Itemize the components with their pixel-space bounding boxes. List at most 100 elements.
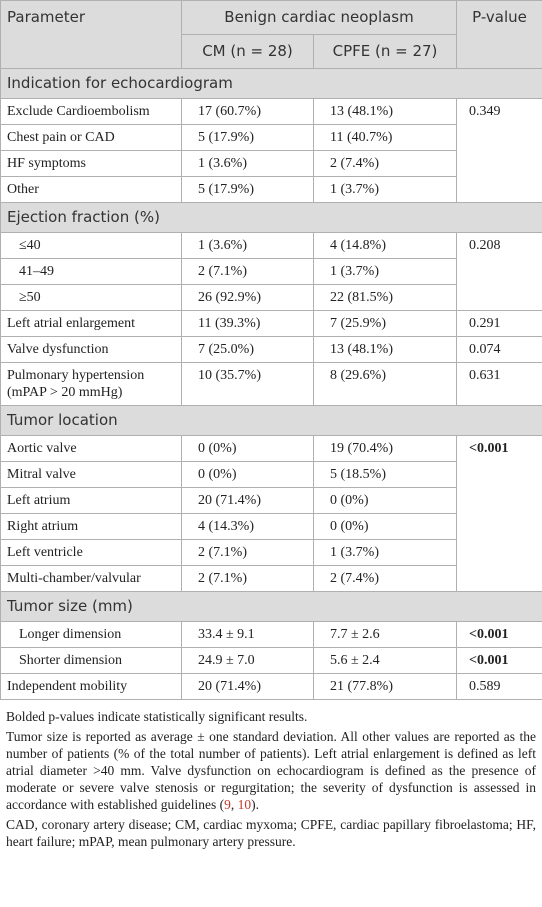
parameter-cell: Exclude Cardioembolism (0, 98, 182, 125)
section-title: Indication for echocardiogram (0, 68, 542, 99)
parameter-cell: Aortic valve (0, 435, 182, 462)
value-cell: 13 (48.1%) (312, 336, 458, 363)
value-cell: 11 (39.3%) (181, 310, 314, 337)
value-cell: 2 (7.1%) (181, 258, 314, 285)
value-cell: 22 (81.5%) (312, 284, 458, 311)
data-row: ≥50 26 (92.9%) 22 (81.5%) (0, 284, 542, 311)
value-cell: 2 (7.4%) (312, 565, 458, 592)
table-body: Indication for echocardiogram Exclude Car… (0, 68, 542, 700)
parameter-cell: Chest pain or CAD (0, 124, 182, 151)
value-cell: 0 (0%) (312, 513, 458, 540)
value-cell: 19 (70.4%) (312, 435, 458, 462)
value-cell: 1 (3.7%) (312, 176, 458, 203)
data-row: ≤40 1 (3.6%) 4 (14.8%) 0.208 (0, 232, 542, 311)
value-cell: 2 (7.1%) (181, 565, 314, 592)
parameter-cell: HF symptoms (0, 150, 182, 177)
parameter-cell: Multi-chamber/valvular (0, 565, 182, 592)
data-table: Parameter Benign cardiac neoplasm P-value C… (0, 0, 542, 700)
value-cell: 0 (0%) (312, 487, 458, 514)
value-cell: 24.9 ± 7.0 (181, 647, 314, 674)
value-cell: 0 (0%) (181, 461, 314, 488)
data-row: Chest pain or CAD 5 (17.9%) 11 (40.7%) (0, 124, 542, 151)
value-cell: 20 (71.4%) (181, 673, 314, 700)
header-cell: Parameter (0, 0, 182, 69)
value-cell: 5 (18.5%) (312, 461, 458, 488)
value-cell: 5 (17.9%) (181, 176, 314, 203)
data-row: 41–49 2 (7.1%) 1 (3.7%) (0, 258, 542, 285)
data-row: Left ventricle 2 (7.1%) 1 (3.7%) (0, 539, 542, 566)
section-row: Ejection fraction (%) (0, 202, 542, 233)
data-row: Exclude Cardioembolism 17 (60.7%) 13 (48.1… (0, 98, 542, 203)
footnote-text: ). (251, 797, 260, 812)
data-row: Pulmonary hypertension (mPAP > 20 mmHg) 1… (0, 362, 542, 406)
parameter-cell: ≥50 (0, 284, 182, 311)
data-row: Left atrial enlargement 11 (39.3%) 7 (25.9… (0, 310, 542, 337)
value-cell: 5.6 ± 2.4 (312, 647, 458, 674)
parameter-cell: ≤40 (0, 232, 182, 259)
value-cell: 4 (14.3%) (181, 513, 314, 540)
footnote: Tumor size is reported as average ± one … (6, 728, 536, 813)
value-cell: 5 (17.9%) (181, 124, 314, 151)
footnote-text: CAD, coronary artery disease; CM, cardia… (6, 817, 536, 849)
p-value-cell: 0.074 (456, 336, 542, 363)
footnote: Bolded p-values indicate statistically s… (6, 708, 536, 725)
footnote-text: Tumor size is reported as average ± one … (6, 729, 536, 812)
value-cell: 33.4 ± 9.1 (181, 621, 314, 648)
value-cell: 0 (0%) (181, 435, 314, 462)
header-row: CM (n = 28) CPFE (n = 27) (1, 34, 542, 69)
value-cell: 8 (29.6%) (312, 362, 458, 406)
p-value-cell: <0.001 (456, 647, 542, 674)
value-cell: 7 (25.9%) (312, 310, 458, 337)
data-row: Left atrium 20 (71.4%) 0 (0%) (0, 487, 542, 514)
p-value-cell: 0.208 (456, 232, 542, 311)
footnote-text: Bolded p-values indicate statistically s… (6, 709, 308, 724)
value-cell: 11 (40.7%) (312, 124, 458, 151)
parameter-cell: Longer dimension (0, 621, 182, 648)
reference-link: 10 (237, 797, 252, 812)
section-row: Indication for echocardiogram (0, 68, 542, 99)
value-cell: 1 (3.6%) (181, 150, 314, 177)
p-value-cell: <0.001 (456, 621, 542, 648)
header-cell: Benign cardiac neoplasm (180, 0, 458, 35)
parameter-cell: Left atrial enlargement (0, 310, 182, 337)
data-row: Shorter dimension 24.9 ± 7.0 5.6 ± 2.4 <0.0… (0, 647, 542, 674)
section-row: Tumor size (mm) (0, 591, 542, 622)
value-cell: 2 (7.1%) (181, 539, 314, 566)
value-cell: 17 (60.7%) (181, 98, 314, 125)
data-row: Mitral valve 0 (0%) 5 (18.5%) (0, 461, 542, 488)
parameter-cell: 41–49 (0, 258, 182, 285)
data-row: Longer dimension 33.4 ± 9.1 7.7 ± 2.6 <0.00… (0, 621, 542, 648)
p-value-cell: <0.001 (456, 435, 542, 592)
data-row: Right atrium 4 (14.3%) 0 (0%) (0, 513, 542, 540)
value-cell: 7.7 ± 2.6 (312, 621, 458, 648)
value-cell: 1 (3.7%) (312, 258, 458, 285)
section-title: Tumor size (mm) (0, 591, 542, 622)
header-cell: CPFE (n = 27) (312, 34, 458, 69)
data-row: Independent mobility 20 (71.4%) 21 (77.8%)… (0, 673, 542, 700)
header-cell: CM (n = 28) (181, 34, 314, 69)
footnote: CAD, coronary artery disease; CM, cardia… (6, 816, 536, 850)
value-cell: 13 (48.1%) (312, 98, 458, 125)
value-cell: 7 (25.0%) (181, 336, 314, 363)
section-title: Tumor location (0, 405, 542, 436)
reference-link: 9 (224, 797, 231, 812)
footnotes: Bolded p-values indicate statistically s… (0, 700, 542, 850)
section-title: Ejection fraction (%) (0, 202, 542, 233)
data-row: HF symptoms 1 (3.6%) 2 (7.4%) (0, 150, 542, 177)
data-row: Valve dysfunction 7 (25.0%) 13 (48.1%) 0.07… (0, 336, 542, 363)
parameter-cell: Mitral valve (0, 461, 182, 488)
parameter-cell: Right atrium (0, 513, 182, 540)
parameter-cell: Left atrium (0, 487, 182, 514)
header-cell: P-value (456, 0, 542, 69)
data-row: Other 5 (17.9%) 1 (3.7%) (0, 176, 542, 203)
parameter-cell: Valve dysfunction (0, 336, 182, 363)
parameter-cell: Left ventricle (0, 539, 182, 566)
p-value-cell: 0.631 (456, 362, 542, 406)
p-value-cell: 0.589 (456, 673, 542, 700)
value-cell: 10 (35.7%) (181, 362, 314, 406)
value-cell: 20 (71.4%) (181, 487, 314, 514)
parameter-cell: Shorter dimension (0, 647, 182, 674)
value-cell: 26 (92.9%) (181, 284, 314, 311)
value-cell: 1 (3.6%) (181, 232, 314, 259)
parameter-cell: Other (0, 176, 182, 203)
